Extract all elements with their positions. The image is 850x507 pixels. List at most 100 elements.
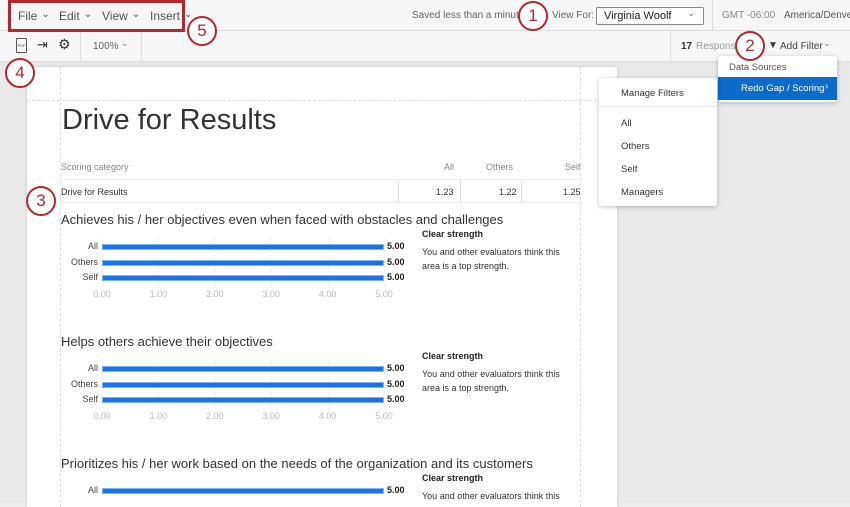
menu-insert[interactable]: Insert (150, 9, 192, 23)
note-text: You and other evaluators think this area… (422, 369, 560, 393)
divider (141, 31, 142, 62)
chevron-down-icon: ⌄ (121, 38, 129, 48)
table-header: Self (565, 162, 581, 172)
chart-title: Achieves his / her objectives even when … (61, 212, 504, 227)
value-label: 5.00 (387, 363, 405, 373)
page-title: Drive for Results (62, 104, 277, 136)
table-cell: 1.22 (499, 187, 517, 197)
view-for-select[interactable]: Virginia Woolf ⌄ (596, 7, 704, 25)
timezone-offset: GMT -06:00 (722, 10, 776, 21)
value-label: 5.00 (387, 241, 405, 251)
tick-label: 2.00 (206, 411, 224, 421)
menu-item-self[interactable]: Self (621, 164, 638, 175)
save-status: Saved less than a minute (412, 10, 525, 21)
note-text: You and other evaluators think this area… (422, 247, 560, 271)
divider (599, 106, 717, 107)
top-bar: File Edit View Insert Saved less than a … (0, 0, 850, 31)
margin-guide (580, 67, 581, 507)
bar-label: Others (70, 378, 98, 389)
value-label: 5.00 (387, 485, 405, 495)
tick-label: 3.00 (262, 289, 280, 299)
annotation-marker: 3 (26, 186, 56, 216)
tick-label: 5.00 (375, 411, 393, 421)
report-page (27, 67, 617, 507)
view-for-value: Virginia Woolf (604, 10, 672, 22)
gridline (384, 361, 385, 409)
divider (80, 31, 81, 62)
bar (102, 366, 384, 372)
submenu-item-redo-gap-scoring[interactable]: Redo Gap / Scoring › (718, 77, 837, 100)
add-filter-button[interactable]: Add Filter (780, 41, 823, 52)
data-sources-header: Data Sources (729, 62, 787, 73)
table-header: All (444, 162, 455, 172)
tick-label: 4.00 (318, 289, 337, 299)
response-count: 17 (681, 41, 693, 52)
chart-title: Helps others achieve their objectives (61, 334, 273, 349)
annotation-marker: 2 (735, 31, 765, 61)
margin-guide (60, 67, 61, 507)
menu-edit[interactable]: Edit (59, 9, 92, 23)
bar (102, 488, 384, 494)
bar (102, 397, 384, 403)
bar-label: Self (82, 394, 98, 404)
tick-label: 2.00 (206, 289, 224, 299)
bar-label: All (87, 363, 98, 373)
annotation-marker: 1 (518, 1, 548, 31)
value-label: 5.00 (387, 256, 405, 267)
tick-label: 0.00 (93, 289, 111, 299)
table-cell: Drive for Results (61, 187, 128, 197)
table-row: Drive for Results 1.23 1.22 1.25 (60, 179, 582, 203)
annotation-marker: 4 (5, 58, 35, 88)
divider (670, 31, 671, 62)
filter-menu: Manage Filters All Others Self Managers (599, 78, 717, 206)
data-sources-menu: Data Sources Redo Gap / Scoring › (718, 56, 837, 102)
responses-label: Responses (696, 41, 747, 52)
menu-view[interactable]: View (102, 9, 140, 23)
menu-item-all[interactable]: All (621, 118, 632, 129)
toolbar: PDF ⇥ ⚙ 100% ⌄ 17 Responses ▼ Add Filter… (0, 31, 850, 62)
value-label: 5.00 (387, 272, 405, 282)
bar-label: All (87, 485, 98, 495)
tick-label: 0.00 (93, 411, 111, 421)
bar-label: Self (82, 272, 98, 282)
gear-icon[interactable]: ⚙ (58, 36, 71, 52)
tick-label: 1.00 (149, 411, 168, 421)
view-for-label: View For: (552, 10, 595, 21)
tick-label: 3.00 (262, 411, 280, 421)
bar (102, 244, 384, 250)
chevron-down-icon: ⌄ (823, 38, 831, 48)
margin-guide (27, 100, 617, 101)
gridline (384, 239, 385, 287)
bar (102, 259, 384, 266)
menu-item-others[interactable]: Others (621, 141, 650, 152)
submenu-item-label: Redo Gap / Scoring (741, 83, 825, 94)
bar (102, 275, 384, 281)
bar-label: Others (70, 256, 98, 267)
tick-label: 4.00 (318, 411, 337, 421)
bar (102, 381, 384, 388)
menu-item-manage-filters[interactable]: Manage Filters (621, 88, 684, 99)
value-label: 5.00 (387, 378, 405, 389)
tick-label: 1.00 (149, 289, 168, 299)
note-text: You and other evaluators think this (422, 491, 560, 501)
table-header: Others (486, 162, 514, 172)
chevron-right-icon: › (825, 81, 829, 92)
value-label: 5.00 (387, 394, 405, 404)
chart-title: Prioritizes his / her work based on the … (61, 456, 533, 471)
chevron-down-icon: ⌄ (687, 8, 695, 18)
divider (712, 0, 713, 31)
annotation-box (8, 0, 185, 32)
tick-label: 5.00 (375, 289, 393, 299)
menu-item-managers[interactable]: Managers (621, 187, 664, 198)
annotation-marker: 5 (187, 16, 217, 46)
bar-label: All (87, 241, 98, 251)
table-cell: 1.23 (436, 187, 454, 197)
zoom-select[interactable]: 100% (93, 41, 119, 52)
note-title: Clear strength (422, 351, 484, 361)
filter-icon: ▼ (768, 40, 778, 51)
table-cell: 1.25 (563, 187, 581, 197)
timezone-name: America/Denver (784, 10, 850, 21)
export-icon[interactable]: ⇥ (37, 37, 48, 52)
pdf-icon[interactable]: PDF (16, 38, 27, 53)
menu-file[interactable]: File (18, 9, 50, 23)
